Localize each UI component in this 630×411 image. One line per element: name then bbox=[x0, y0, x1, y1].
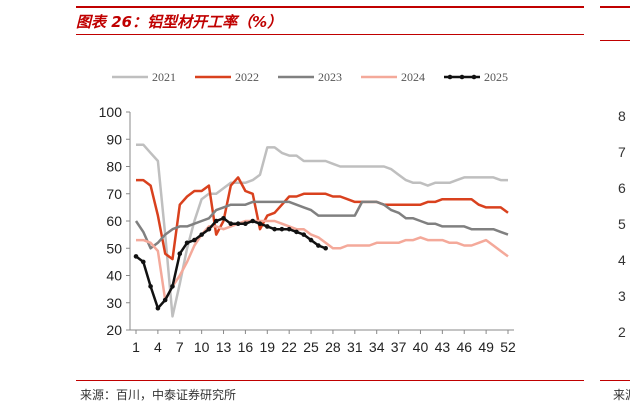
data-point-2025 bbox=[235, 221, 241, 227]
x-tick-label: 52 bbox=[500, 339, 516, 355]
title-top-rule bbox=[76, 6, 584, 8]
source-note: 来源：百川，中泰证券研究所 bbox=[80, 388, 237, 402]
data-point-2025 bbox=[286, 226, 292, 232]
x-tick-label: 49 bbox=[478, 339, 494, 355]
legend-marker-2025 bbox=[471, 74, 477, 80]
data-point-2025 bbox=[184, 240, 190, 246]
data-point-2025 bbox=[279, 226, 285, 232]
x-tick-label: 16 bbox=[238, 339, 254, 355]
legend-label-2024: 2024 bbox=[401, 70, 425, 84]
adjacent-panel-tick-label: 3 bbox=[618, 288, 626, 304]
data-point-2025 bbox=[294, 229, 299, 235]
series-line-2024 bbox=[136, 219, 509, 302]
data-point-2025 bbox=[133, 254, 139, 259]
data-point-2025 bbox=[148, 284, 153, 289]
data-point-2025 bbox=[177, 251, 183, 256]
data-point-2025 bbox=[272, 226, 277, 232]
adjacent-panel-tick-label: 8 bbox=[618, 108, 626, 124]
data-point-2025 bbox=[206, 226, 212, 232]
legend-label-2025: 2025 bbox=[484, 70, 508, 84]
x-tick-label: 43 bbox=[435, 339, 451, 355]
data-point-2025 bbox=[199, 232, 204, 237]
axes: 20 30 40 50 60 70 80 90 100 1 4 7 10 13 16 19 22 25 28 31 34… bbox=[99, 104, 516, 355]
x-tick-label: 7 bbox=[176, 339, 184, 355]
data-point-2025 bbox=[213, 218, 219, 224]
series-line-2022 bbox=[136, 176, 509, 261]
x-tick-label: 28 bbox=[325, 339, 341, 355]
adjacent-panel-tick-label: 7 bbox=[618, 144, 626, 160]
data-point-2025 bbox=[316, 243, 321, 248]
data-point-2025 bbox=[221, 215, 226, 221]
legend-label-2021: 2021 bbox=[152, 70, 176, 84]
x-tick-label: 1 bbox=[132, 339, 140, 355]
y-tick-label: 100 bbox=[99, 104, 123, 120]
x-tick-label: 22 bbox=[281, 339, 297, 355]
x-tick-label: 19 bbox=[260, 339, 276, 355]
adjacent-panel-underline bbox=[600, 40, 630, 41]
adjacent-panel-tick-label: 2 bbox=[618, 324, 626, 340]
adjacent-panel-top-rule bbox=[600, 6, 630, 8]
y-tick-label: 80 bbox=[106, 159, 122, 175]
y-tick-label: 30 bbox=[106, 295, 122, 311]
data-point-2025 bbox=[140, 259, 146, 265]
figure-title: 图表 26：铝型材开工率（%） bbox=[76, 13, 283, 31]
x-tick-label: 40 bbox=[413, 339, 429, 355]
data-point-2025 bbox=[170, 284, 175, 289]
x-tick-label: 46 bbox=[456, 339, 472, 355]
data-point-2025 bbox=[250, 218, 256, 224]
y-tick-label: 20 bbox=[106, 322, 122, 338]
legend-label-2023: 2023 bbox=[318, 70, 342, 84]
series-lines bbox=[133, 143, 509, 318]
x-tick-label: 13 bbox=[216, 339, 232, 355]
title-bar: 图表 26：铝型材开工率（%） bbox=[76, 9, 584, 33]
source-rule bbox=[76, 380, 584, 381]
x-tick-label: 37 bbox=[391, 339, 407, 355]
y-tick-label: 70 bbox=[106, 186, 122, 202]
series-line-2023 bbox=[134, 200, 509, 250]
data-point-2025 bbox=[308, 237, 314, 243]
data-point-2025 bbox=[192, 237, 197, 243]
legend-marker-2025 bbox=[459, 74, 465, 80]
data-point-2025 bbox=[243, 221, 248, 227]
x-tick-label: 4 bbox=[154, 339, 162, 355]
data-point-2025 bbox=[257, 221, 263, 227]
x-tick-label: 31 bbox=[347, 339, 363, 355]
x-tick-label: 25 bbox=[303, 339, 319, 355]
data-point-2025 bbox=[301, 232, 307, 237]
y-tick-label: 90 bbox=[106, 131, 122, 147]
legend-marker-2025 bbox=[447, 74, 453, 80]
adjacent-panel-tick-label: 5 bbox=[618, 216, 626, 232]
x-tick-label: 10 bbox=[194, 339, 210, 355]
data-point-2025 bbox=[155, 305, 161, 311]
x-tick-label: 34 bbox=[369, 339, 385, 355]
data-point-2025 bbox=[323, 245, 328, 251]
data-point-2025 bbox=[162, 297, 168, 303]
data-point-2025 bbox=[264, 224, 270, 229]
adjacent-panel-tick-label: 6 bbox=[618, 180, 626, 196]
adjacent-panel-tick-label: 4 bbox=[618, 252, 626, 268]
y-tick-label: 40 bbox=[106, 268, 122, 284]
legend-label-2022: 2022 bbox=[235, 70, 259, 84]
y-tick-label: 60 bbox=[106, 213, 122, 229]
series-line-2021 bbox=[136, 143, 508, 318]
y-tick-label: 50 bbox=[106, 240, 122, 256]
adjacent-source-rule bbox=[600, 380, 630, 381]
data-point-2025 bbox=[228, 221, 234, 227]
adjacent-source-note: 来源 bbox=[613, 388, 630, 402]
legend: 2021 2022 2023 2024 2025 bbox=[112, 70, 508, 84]
title-underline bbox=[76, 34, 584, 35]
